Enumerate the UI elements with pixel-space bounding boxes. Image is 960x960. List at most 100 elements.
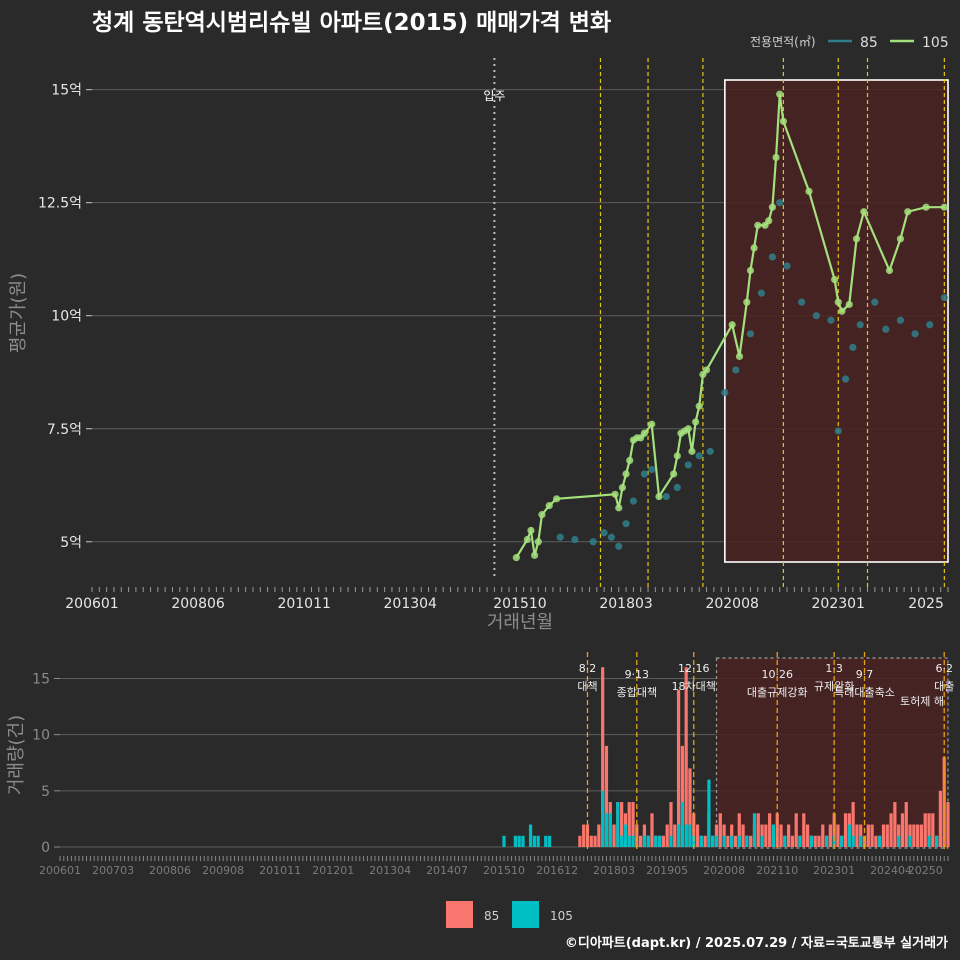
series-85-point xyxy=(732,366,740,374)
price-y-tick-label: 7.5억 xyxy=(47,422,82,438)
volume-bar-85 xyxy=(881,824,886,847)
policy-label-top: 9·13 xyxy=(625,668,650,681)
extra-policy-note: 토허제 해 xyxy=(900,694,944,708)
volume-bar-85 xyxy=(836,824,840,847)
volume-y-axis-title: 거래량(건) xyxy=(6,715,27,795)
volume-bar-105 xyxy=(642,835,647,847)
volume-bar-105 xyxy=(935,835,939,847)
price-x-axis-title: 거래년월 xyxy=(487,612,553,633)
series-105-point xyxy=(640,429,648,437)
series-85-point xyxy=(827,316,835,324)
volume-bar-85 xyxy=(665,824,669,847)
volume-x-tick-label: 200703 xyxy=(92,864,134,877)
volume-bar-85 xyxy=(639,835,643,847)
volume-x-tick-label: 201510 xyxy=(483,864,525,877)
series-85-point xyxy=(757,289,766,297)
series-85-point xyxy=(600,529,608,537)
policy-label-top: 1·3 xyxy=(825,662,843,675)
volume-bar-85 xyxy=(866,824,870,847)
volume-bar-105 xyxy=(771,824,776,847)
volume-bar-85 xyxy=(688,768,692,847)
volume-bar-105 xyxy=(752,813,757,847)
price-axes: 5억 7.5억 10억 12.5억 15억 200601 200806 201011 20130… xyxy=(38,83,949,612)
volume-bar-85 xyxy=(661,835,665,847)
series-105-point xyxy=(527,526,535,535)
series-105-point xyxy=(655,492,663,501)
price-x-tick-label: 202301 xyxy=(812,596,865,612)
volume-bar-105 xyxy=(627,835,631,847)
series-105-point xyxy=(618,483,627,492)
volume-x-tick-label: 202110 xyxy=(756,864,798,877)
series-105-point xyxy=(673,452,681,460)
series-105-point xyxy=(830,275,839,284)
volume-bar-85 xyxy=(593,835,597,847)
series-105-point xyxy=(765,217,773,225)
series-85-point xyxy=(841,375,850,383)
volume-policy-lines: 8·2 대책 9·13 종합대책 12·16 18차대책 10·26 대출규제강화 1·3 규제완… xyxy=(577,652,954,852)
volume-bar-105 xyxy=(798,835,802,847)
volume-bar-85 xyxy=(718,813,722,847)
volume-bar-105 xyxy=(730,835,734,847)
series-105-point xyxy=(885,266,894,275)
chart-title: 청계 동탄역시범리슈빌 아파트(2015) 매매가격 변화 xyxy=(92,10,611,36)
series-85-point xyxy=(783,262,791,270)
volume-y-tick-label: 5 xyxy=(41,784,50,800)
series-105-point xyxy=(735,352,744,361)
series-85-point xyxy=(589,538,597,546)
price-y-axis-title: 평균가(원) xyxy=(8,273,29,353)
series-105-point xyxy=(691,418,700,426)
volume-y-tick-label: 15 xyxy=(32,671,50,687)
volume-bar-85 xyxy=(802,813,806,847)
legend-title: 전용면적(㎡) xyxy=(750,35,816,49)
volume-bar-105 xyxy=(832,835,836,847)
volume-bar-105 xyxy=(547,835,552,847)
series-105-point xyxy=(845,300,853,309)
volume-bar-105 xyxy=(824,835,829,847)
volume-bar-105 xyxy=(722,835,726,847)
series-105-point xyxy=(611,490,619,498)
volume-y-tick-label: 10 xyxy=(32,728,50,744)
price-policy-lines: 입주 xyxy=(483,58,945,587)
series-85-point xyxy=(571,535,579,544)
volume-bar-85 xyxy=(741,824,745,847)
volume-bar-105 xyxy=(517,835,521,847)
series-105-point xyxy=(904,208,912,216)
volume-bar-105 xyxy=(714,835,719,847)
price-x-tick-label: 200601 xyxy=(65,596,118,612)
series-105-point xyxy=(940,203,948,211)
volume-bar-85 xyxy=(855,824,859,847)
volume-bar-105 xyxy=(897,835,901,847)
series-105-point xyxy=(688,447,696,455)
price-series xyxy=(512,90,948,562)
series-85-point xyxy=(615,542,623,550)
volume-x-tick-label: 200806 xyxy=(149,864,191,877)
volume-bar-85 xyxy=(601,667,605,847)
volume-bar-85 xyxy=(631,802,635,847)
volume-bar-85 xyxy=(635,824,639,847)
volume-bar-85 xyxy=(673,824,677,847)
footer-credit: ©디아파트(dapt.kr) / 2025.07.29 / 자료=국토교통부 실… xyxy=(565,935,948,951)
volume-bar-85 xyxy=(578,835,582,847)
price-y-tick-label: 12.5억 xyxy=(38,196,82,212)
volume-bar-85 xyxy=(851,802,855,847)
price-x-tick-label: 201011 xyxy=(277,596,330,612)
series-105-point xyxy=(860,208,868,216)
volume-bar-105 xyxy=(604,813,609,847)
volume-x-tick-label: 201201 xyxy=(312,864,354,877)
volume-bar-85 xyxy=(821,824,825,847)
volume-bar-105 xyxy=(544,835,548,847)
volume-x-tick-label: 201407 xyxy=(426,864,468,877)
bottom-legend-105-label: 105 xyxy=(550,909,573,923)
series-85-point xyxy=(746,330,755,338)
bottom-legend-85-label: 85 xyxy=(484,909,499,923)
policy-label-top: 10·26 xyxy=(761,668,793,681)
volume-bar-105 xyxy=(692,835,696,847)
volume-bar-105 xyxy=(513,835,517,847)
series-105-point xyxy=(779,117,787,125)
volume-bar-105 xyxy=(676,824,681,847)
policy-label-top: 6·2 xyxy=(935,662,953,675)
series-85-point xyxy=(607,533,616,541)
volume-bar-85 xyxy=(904,802,908,847)
volume-bar-105 xyxy=(737,835,741,847)
